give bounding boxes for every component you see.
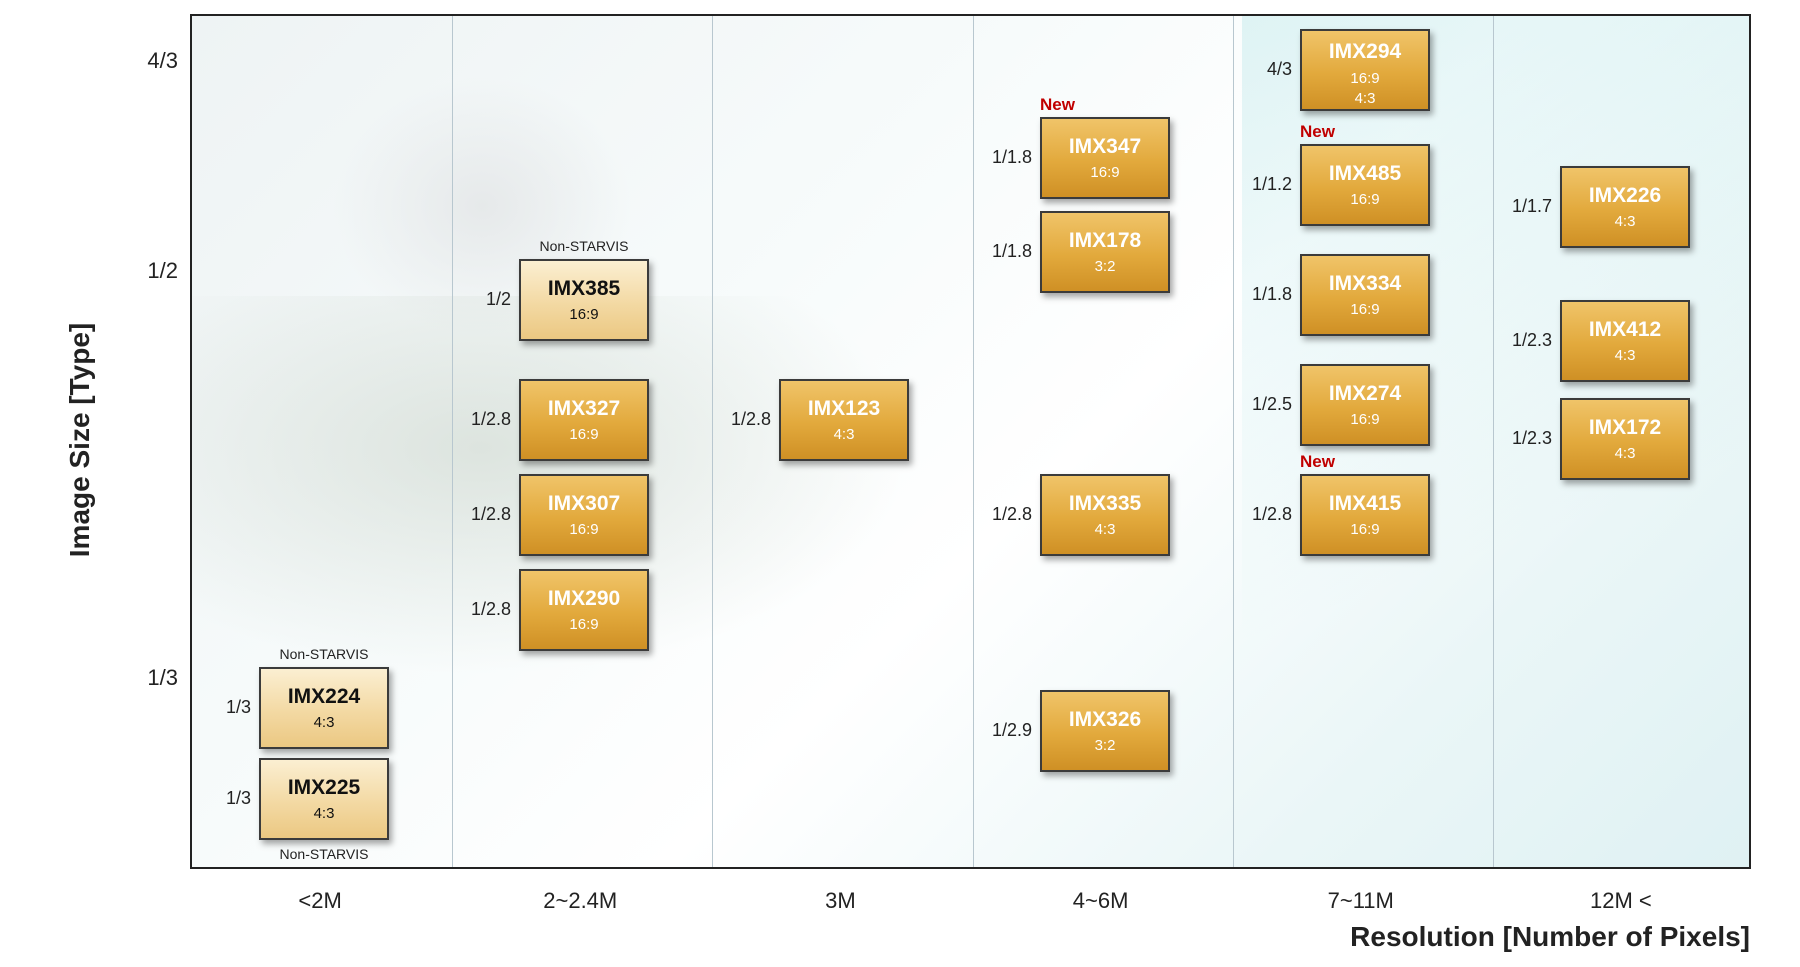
- sensor-name: IMX290: [547, 587, 621, 610]
- sensor-aspect-ratio: 4:3: [833, 426, 855, 443]
- column-divider: [972, 16, 974, 867]
- sensor-size-label: 1/1.8: [1251, 284, 1292, 304]
- x-tick-label: 12M <: [1590, 888, 1652, 913]
- column-divider: [1492, 16, 1494, 867]
- sensor-name: IMX347: [1068, 135, 1142, 158]
- sensor-name: IMX485: [1328, 162, 1402, 185]
- new-badge: New: [1300, 122, 1335, 141]
- x-tick-label: <2M: [298, 888, 342, 913]
- non-starvis-label: Non-STARVIS: [279, 646, 369, 662]
- sensor-name: IMX274: [1328, 382, 1402, 405]
- sensor-aspect-ratio: 4:3: [1614, 347, 1636, 364]
- sensor-name: IMX178: [1068, 229, 1142, 252]
- sensor-name: IMX294: [1328, 40, 1402, 63]
- non-starvis-label: Non-STARVIS: [279, 846, 369, 862]
- sensor-size-label: 1/1.8: [991, 241, 1032, 261]
- sensor-aspect-ratio: 16:9: [1350, 521, 1380, 538]
- column-divider: [1232, 16, 1234, 867]
- sensor-aspect-ratio-secondary: 4:3: [1354, 90, 1376, 107]
- sensor-size-label: 1/2.9: [991, 720, 1032, 740]
- sensor-size-label: 1/1.8: [991, 147, 1032, 167]
- sensor-aspect-ratio: 16:9: [1350, 191, 1380, 208]
- sensor-aspect-ratio: 16:9: [1350, 301, 1380, 318]
- sensor-name: IMX326: [1068, 708, 1142, 731]
- sensor-name: IMX385: [547, 277, 621, 300]
- sensor-name: IMX412: [1588, 318, 1662, 341]
- x-tick-label: 7~11M: [1327, 888, 1394, 913]
- sensor-chip-imx485: IMX485 16:9: [1300, 144, 1430, 226]
- sensor-size-label: 1/1.7: [1511, 196, 1552, 216]
- sensor-chip-imx334: IMX334 16:9: [1300, 254, 1430, 336]
- sensor-aspect-ratio: 16:9: [569, 306, 599, 323]
- x-tick-label: 4~6M: [1072, 888, 1129, 913]
- sensor-aspect-ratio: 4:3: [1614, 213, 1636, 230]
- sensor-size-label: 1/2.8: [470, 504, 511, 524]
- sensor-size-label: 1/2.8: [1251, 504, 1292, 524]
- sensor-aspect-ratio: 4:3: [313, 805, 335, 822]
- sensor-size-label: 1/2.3: [1511, 428, 1552, 448]
- y-axis-title: Image Size [Type]: [64, 322, 95, 558]
- x-tick-label: 2~2.4M: [543, 888, 618, 913]
- sensor-size-label: 1/3: [225, 697, 251, 717]
- y-tick-label: 1/2: [147, 258, 178, 283]
- y-tick-label: 4/3: [147, 48, 178, 73]
- new-badge: New: [1040, 95, 1075, 114]
- sensor-aspect-ratio: 16:9: [569, 616, 599, 633]
- sensor-chip-imx290: IMX290 16:9: [519, 569, 649, 651]
- sensor-chip-imx385: IMX385 16:9: [519, 259, 649, 341]
- sensor-chip-imx294: IMX294 16:9 4:3: [1300, 29, 1430, 111]
- sensor-aspect-ratio: 4:3: [1094, 521, 1116, 538]
- sensor-chip-imx335: IMX335 4:3: [1040, 474, 1170, 556]
- sensor-size-label: 1/2.5: [1251, 394, 1292, 414]
- sensor-chip-imx123: IMX123 4:3: [779, 379, 909, 461]
- sensor-chip-imx178: IMX178 3:2: [1040, 211, 1170, 293]
- sensor-chip-imx225: IMX225 4:3: [259, 758, 389, 840]
- sensor-aspect-ratio: 3:2: [1094, 737, 1116, 754]
- sensor-aspect-ratio: 3:2: [1094, 258, 1116, 275]
- sensor-chip-imx415: IMX415 16:9: [1300, 474, 1430, 556]
- sensor-size-label: 1/3: [225, 788, 251, 808]
- sensor-name: IMX334: [1328, 272, 1402, 295]
- sensor-size-label: 1/2.8: [730, 409, 771, 429]
- sensor-name: IMX415: [1328, 492, 1402, 515]
- sensor-chip-imx274: IMX274 16:9: [1300, 364, 1430, 446]
- sensor-name: IMX226: [1588, 184, 1662, 207]
- sensor-chip-imx412: IMX412 4:3: [1560, 300, 1690, 382]
- sensor-chip-imx347: IMX347 16:9: [1040, 117, 1170, 199]
- sensor-aspect-ratio: 16:9: [1090, 164, 1120, 181]
- sensor-name: IMX172: [1588, 416, 1662, 439]
- column-divider: [712, 16, 714, 867]
- new-badge: New: [1300, 452, 1335, 471]
- sensor-aspect-ratio: 16:9: [1350, 411, 1380, 428]
- sensor-aspect-ratio: 16:9: [1350, 70, 1380, 87]
- y-tick-label: 1/3: [147, 665, 178, 690]
- sensor-size-label: 1/2.8: [470, 599, 511, 619]
- sensor-chip-imx172: IMX172 4:3: [1560, 398, 1690, 480]
- sensor-aspect-ratio: 16:9: [569, 426, 599, 443]
- sensor-name: IMX224: [287, 685, 361, 708]
- sensor-size-label: 1/2.8: [991, 504, 1032, 524]
- sensor-chip-imx224: IMX224 4:3: [259, 667, 389, 749]
- sensor-size-label: 1/2.3: [1511, 330, 1552, 350]
- sensor-chip-imx226: IMX226 4:3: [1560, 166, 1690, 248]
- column-divider: [452, 16, 454, 867]
- sensor-size-label: 1/2.8: [470, 409, 511, 429]
- sensor-aspect-ratio: 4:3: [1614, 445, 1636, 462]
- sensor-aspect-ratio: 16:9: [569, 521, 599, 538]
- non-starvis-label: Non-STARVIS: [539, 238, 629, 254]
- sensor-name: IMX327: [547, 397, 621, 420]
- sensor-chip-imx326: IMX326 3:2: [1040, 690, 1170, 772]
- sensor-chip-imx307: IMX307 16:9: [519, 474, 649, 556]
- sensor-aspect-ratio: 4:3: [313, 714, 335, 731]
- sensor-name: IMX123: [807, 397, 881, 420]
- sensor-name: IMX307: [547, 492, 621, 515]
- sensor-chip-imx327: IMX327 16:9: [519, 379, 649, 461]
- sensor-size-label: 4/3: [1266, 59, 1292, 79]
- sensor-size-label: 1/2: [485, 289, 511, 309]
- sensor-name: IMX225: [287, 776, 361, 799]
- sensor-name: IMX335: [1068, 492, 1142, 515]
- x-tick-label: 3M: [825, 888, 856, 913]
- x-axis-title: Resolution [Number of Pixels]: [1350, 921, 1750, 952]
- sensor-size-label: 1/1.2: [1251, 174, 1292, 194]
